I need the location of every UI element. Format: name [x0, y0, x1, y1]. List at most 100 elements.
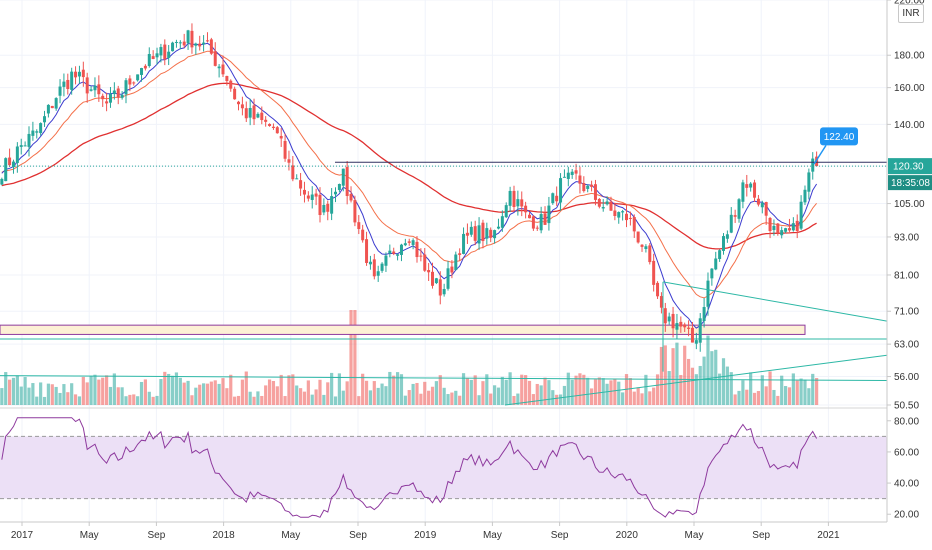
volume-bar	[496, 387, 501, 405]
volume-bar	[260, 395, 264, 405]
volume-bar	[621, 392, 625, 405]
volume-bar	[70, 383, 74, 405]
volume-bar	[597, 377, 601, 405]
volume-bar	[543, 377, 547, 405]
candle-body	[384, 255, 388, 266]
candle-body	[803, 189, 807, 203]
candle-body	[473, 226, 477, 241]
time-tick-label: Sep	[148, 530, 166, 541]
volume-bar	[291, 374, 295, 405]
volume-bar	[465, 377, 470, 405]
candle-body	[617, 212, 621, 218]
candle-body	[136, 74, 140, 81]
volume-bar	[7, 379, 12, 405]
candle-body	[687, 327, 691, 329]
candle-body	[644, 246, 648, 250]
candle-body	[147, 54, 151, 67]
volume-bar	[104, 375, 109, 405]
candle-body	[621, 211, 625, 213]
price-tick-label: 160.00	[894, 83, 925, 94]
volume-bar	[741, 380, 745, 405]
candle-body	[372, 259, 376, 277]
candle-body	[233, 88, 237, 100]
volume-bar	[124, 396, 128, 405]
candle-body	[171, 42, 175, 52]
candle-body	[725, 234, 729, 239]
price-tick-label: 220.00	[894, 0, 925, 7]
volume-bar	[632, 391, 636, 405]
candle-body	[667, 316, 671, 322]
candle-body	[613, 210, 617, 216]
candle-body	[357, 222, 361, 230]
volume-bar	[151, 396, 155, 405]
volume-bar	[749, 372, 753, 405]
volume-bar	[795, 380, 799, 405]
candle-body	[19, 145, 23, 147]
candle-body	[760, 202, 764, 208]
volume-bar	[589, 388, 594, 405]
volume-bar	[93, 374, 97, 405]
volume-bar	[745, 389, 749, 405]
time-tick-label: Sep	[349, 530, 367, 541]
candle-body	[310, 194, 314, 200]
volume-bar	[551, 390, 555, 405]
volume-bar	[601, 378, 605, 405]
volume-bar	[558, 394, 563, 405]
candle-body	[93, 85, 97, 91]
volume-bar	[4, 372, 8, 405]
candle-body	[690, 327, 694, 343]
candle-body	[43, 116, 47, 123]
volume-bar	[19, 386, 23, 405]
volume-bar	[182, 382, 186, 405]
volume-bar	[535, 383, 539, 405]
candle-body	[811, 158, 815, 172]
trend-line-rising	[504, 354, 888, 406]
currency-badge[interactable]: INR	[898, 4, 924, 23]
candle-body	[493, 230, 497, 239]
candle-body	[741, 182, 745, 202]
volume-bar	[613, 378, 617, 405]
candle-body	[485, 228, 489, 239]
volume-bar	[477, 395, 481, 405]
volume-bar	[39, 382, 43, 405]
volume-bar	[783, 386, 788, 405]
candle-body	[578, 175, 582, 184]
moving-average-mid	[1, 50, 817, 299]
volume-bar	[54, 386, 58, 405]
candle-body	[81, 69, 85, 78]
candle-body	[489, 229, 493, 238]
volume-bar	[764, 386, 768, 405]
moving-average-fast	[1, 42, 818, 329]
volume-bar	[264, 385, 268, 405]
candle-body	[155, 53, 159, 58]
volume-bar	[306, 380, 310, 405]
candle-body	[772, 225, 776, 231]
volume-bar	[198, 384, 202, 405]
candle-body	[0, 178, 4, 185]
candle-body	[520, 199, 524, 207]
candle-body	[780, 230, 784, 236]
volume-bar	[66, 392, 70, 405]
candle-body	[504, 205, 508, 218]
candle-body	[411, 240, 415, 245]
candle-body	[202, 42, 206, 45]
candle-body	[15, 146, 19, 164]
volume-bar	[481, 381, 485, 405]
volume-bar	[527, 380, 532, 405]
candle-body	[555, 195, 559, 202]
volume-bar	[718, 373, 722, 405]
volume-bar	[252, 396, 256, 405]
candle-body	[271, 126, 275, 128]
volume-bar	[504, 379, 508, 405]
volume-bar	[31, 383, 35, 405]
volume-bar	[586, 377, 590, 405]
time-tick-label: May	[281, 530, 300, 541]
volume-bar	[811, 373, 815, 405]
rsi-tick-label: 60.00	[894, 447, 919, 458]
time-tick-label: 2019	[414, 530, 437, 541]
candle-body	[776, 223, 780, 234]
candle-body	[753, 182, 757, 198]
volume-bar	[617, 381, 621, 405]
volume-bar	[73, 394, 78, 405]
